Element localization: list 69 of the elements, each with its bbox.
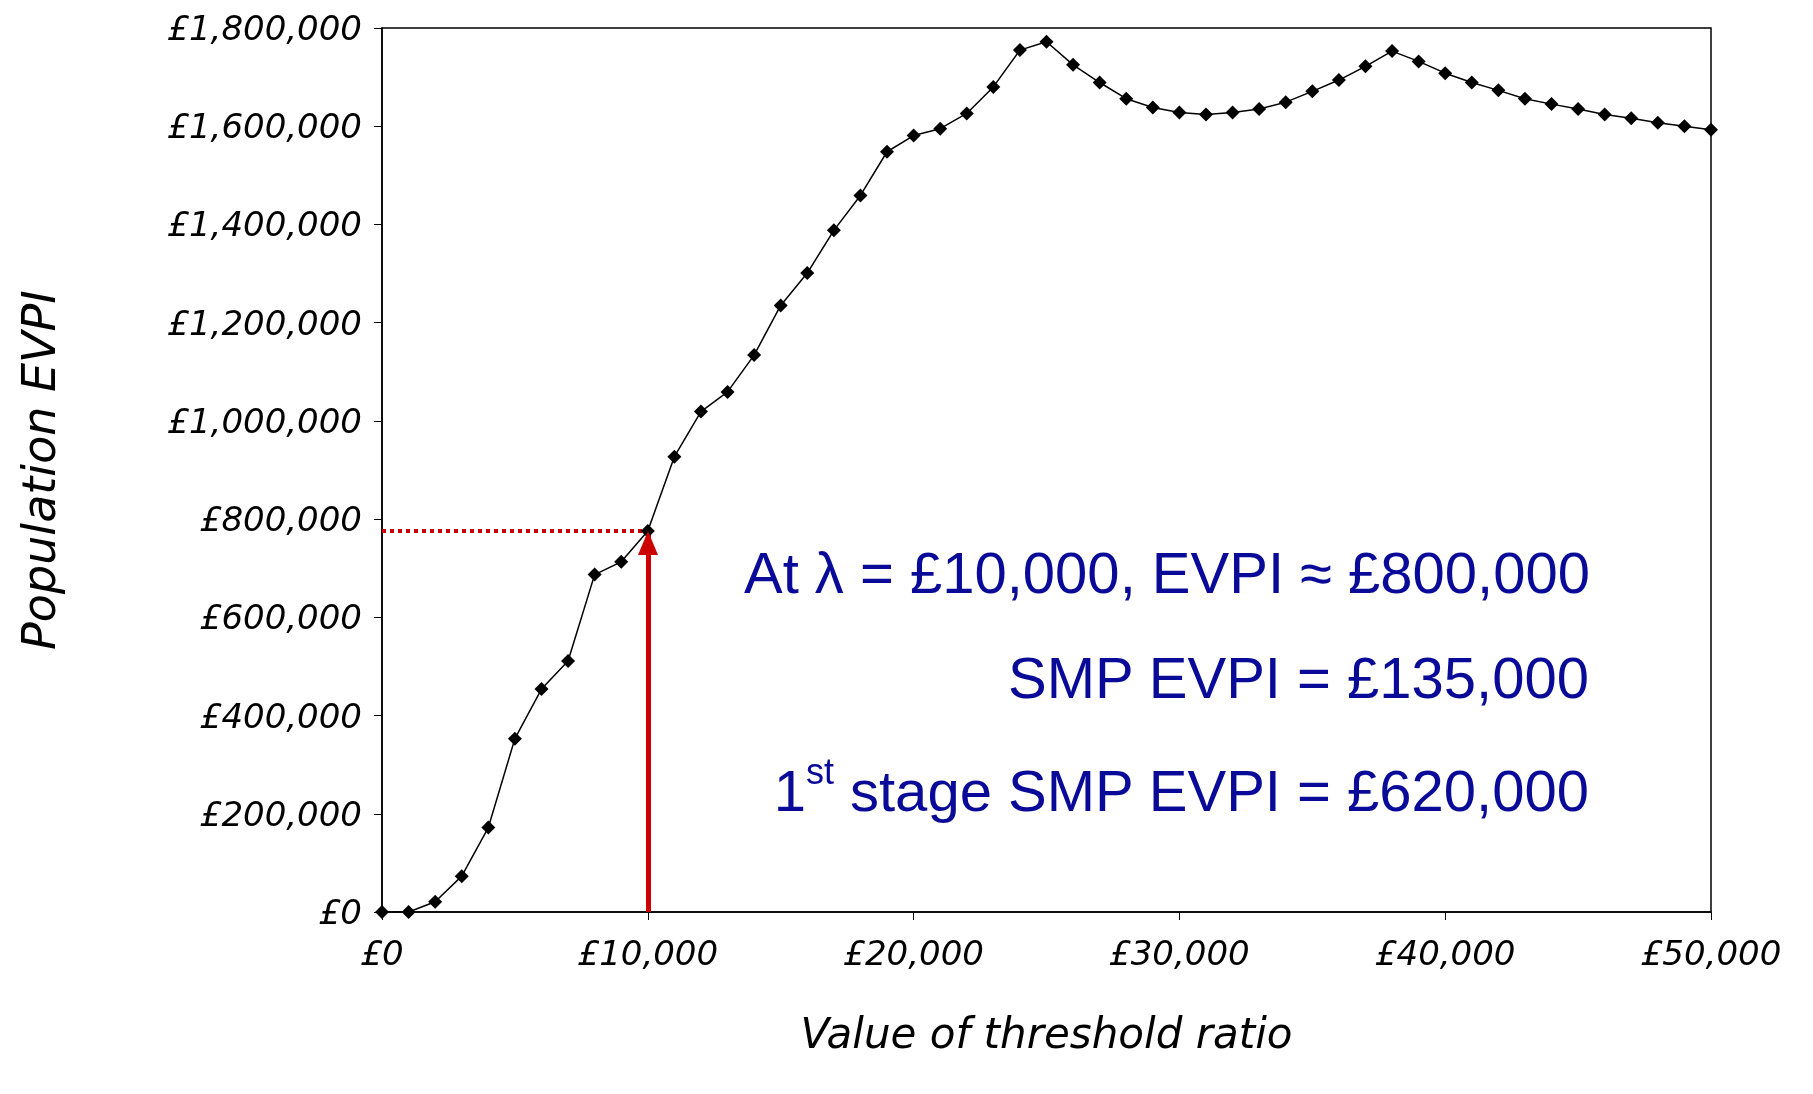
point: [906, 128, 921, 143]
x-tick-label: £40,000: [1374, 933, 1516, 973]
point: [1517, 91, 1532, 106]
point: [853, 188, 868, 203]
point: [1092, 75, 1107, 90]
point: [720, 384, 735, 399]
point: [693, 404, 708, 419]
x-tick-label: £20,000: [843, 933, 984, 973]
point: [800, 266, 815, 281]
point: [933, 121, 948, 136]
y-axis-title: Population EVPI: [12, 290, 66, 650]
y-tick-label: £1,800,000: [167, 8, 362, 48]
point: [1066, 57, 1081, 72]
y-tick-label: £600,000: [199, 597, 362, 638]
point: [1278, 95, 1293, 110]
point: [1571, 102, 1586, 117]
point: [1411, 54, 1426, 69]
point: [481, 820, 496, 835]
x-axis-title: Value of threshold ratio: [800, 1008, 1293, 1058]
point: [1305, 84, 1320, 99]
point: [454, 869, 469, 884]
point: [587, 567, 602, 582]
point: [1491, 83, 1506, 98]
x-tick-label: £50,000: [1640, 933, 1782, 973]
point: [507, 731, 522, 746]
y-tick-label: £400,000: [199, 695, 362, 736]
point: [1012, 43, 1027, 58]
point: [1624, 111, 1639, 126]
point: [561, 654, 576, 669]
point: [986, 79, 1001, 94]
point: [880, 144, 895, 159]
y-tick-label: £1,000,000: [167, 400, 362, 441]
point: [1385, 44, 1400, 59]
point: [1464, 75, 1479, 90]
point: [1438, 66, 1453, 81]
point: [401, 905, 416, 919]
y-tick-label: £1,400,000: [167, 204, 362, 245]
point: [428, 894, 443, 909]
point: [1172, 105, 1187, 120]
point: [534, 682, 549, 697]
point: [1225, 105, 1240, 120]
point: [1597, 107, 1612, 122]
x-tick-label: £30,000: [1109, 933, 1250, 973]
point: [1198, 107, 1213, 122]
x-tick-label: £0: [360, 933, 404, 973]
y-tick-label: £200,000: [199, 793, 362, 834]
point: [1704, 122, 1718, 137]
x-tick-label: £10,000: [577, 933, 719, 973]
point: [1677, 119, 1692, 134]
annotation: At λ = £10,000, EVPI ≈ £800,000: [743, 539, 1591, 605]
point: [826, 223, 841, 238]
y-tick-label: £1,200,000: [167, 302, 362, 343]
point: [614, 554, 629, 569]
y-tick-label: £0: [318, 892, 362, 932]
point: [747, 348, 762, 363]
point: [1544, 97, 1559, 112]
point: [1252, 102, 1267, 117]
point: [1358, 59, 1373, 74]
point: [1119, 91, 1134, 106]
point: [1039, 34, 1054, 49]
point: [1145, 100, 1160, 115]
point: [773, 298, 788, 313]
point: [1650, 115, 1665, 130]
point: [959, 106, 974, 121]
point: [1331, 73, 1346, 88]
point: [667, 449, 682, 464]
y-tick-label: £1,600,000: [167, 106, 362, 147]
annotation: SMP EVPI = £135,000: [1008, 644, 1589, 710]
y-tick-label: £800,000: [199, 499, 362, 540]
